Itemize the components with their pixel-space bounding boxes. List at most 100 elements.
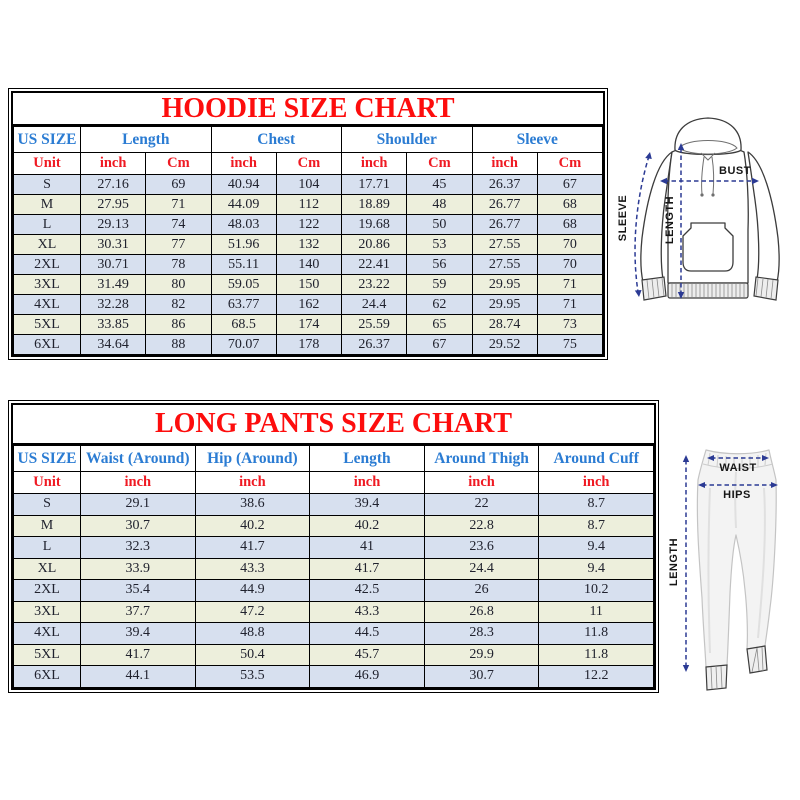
pants-cuff-ribs <box>710 646 764 690</box>
drawstring-tip <box>711 193 715 197</box>
value-cell: 68 <box>536 194 604 215</box>
value-cell: 73 <box>536 314 604 335</box>
pants-col-length: Length <box>309 445 425 472</box>
value-cell: 43.3 <box>309 600 425 623</box>
size-cell: L <box>13 536 81 559</box>
value-cell: 9.4 <box>538 536 654 559</box>
size-cell: 2XL <box>13 579 81 602</box>
table-row: M 30.7 40.2 40.2 22.8 8.7 <box>13 514 654 537</box>
value-cell: 44.5 <box>309 622 425 645</box>
hoodie-col-length: Length <box>80 126 212 153</box>
value-cell: 104 <box>275 174 343 195</box>
value-cell: 59 <box>406 274 473 295</box>
value-cell: 63.77 <box>210 294 277 315</box>
value-cell: 11.8 <box>538 643 654 666</box>
value-cell: 46.9 <box>309 665 425 688</box>
pants-waistband-ribs <box>707 452 767 469</box>
hips-label: HIPS <box>723 489 751 501</box>
value-cell: 53 <box>406 234 473 255</box>
hoodie-col-shoulder: Shoulder <box>341 126 473 153</box>
table-row: 2XL 35.4 44.9 42.5 26 10.2 <box>13 579 654 602</box>
value-cell: 62 <box>406 294 473 315</box>
bust-arrowhead-right <box>752 177 759 185</box>
value-cell: 71 <box>536 294 604 315</box>
value-cell: 75 <box>536 334 604 355</box>
waist-arrowhead-left <box>707 455 714 461</box>
sleeve-arrowhead-bottom <box>634 290 642 297</box>
bust-label: BUST <box>719 165 751 177</box>
value-cell: 43.3 <box>194 557 311 580</box>
value-cell: 44.1 <box>80 665 196 688</box>
value-cell: 132 <box>275 234 343 255</box>
size-cell: 4XL <box>13 622 81 645</box>
value-cell: 31.49 <box>79 274 147 295</box>
table-row: 6XL 44.1 53.5 46.9 30.7 12.2 <box>13 665 654 688</box>
value-cell: 26.77 <box>471 194 538 215</box>
value-cell: 22.41 <box>340 254 408 275</box>
value-cell: 29.1 <box>80 493 196 516</box>
value-cell: 48.8 <box>194 622 311 645</box>
value-cell: 27.55 <box>471 234 538 255</box>
unit-cell: inch <box>471 152 538 175</box>
value-cell: 45.7 <box>309 643 425 666</box>
pants-length-arrowhead-bottom <box>682 665 690 672</box>
table-row: 5XL 41.7 50.4 45.7 29.9 11.8 <box>13 643 654 666</box>
unit-cell: inch <box>340 152 408 175</box>
pants-shading <box>707 471 766 654</box>
value-cell: 48 <box>406 194 473 215</box>
hoodie-cuff-ribs <box>646 277 774 300</box>
pants-waistband <box>702 463 774 469</box>
pants-outline <box>696 449 777 668</box>
value-cell: 41.7 <box>80 643 196 666</box>
size-cell: 3XL <box>13 274 81 295</box>
size-cell: 3XL <box>13 600 81 623</box>
hoodie-left-cuff <box>641 276 667 301</box>
value-cell: 55.11 <box>210 254 277 275</box>
hoodie-unit-row: Unit inch Cm inch Cm inch Cm inch Cm <box>13 152 604 175</box>
sleeve-arrowhead-top <box>645 152 652 159</box>
table-row: S 29.1 38.6 39.4 22 8.7 <box>13 493 654 516</box>
value-cell: 29.52 <box>471 334 538 355</box>
pants-col-cuff: Around Cuff <box>538 445 654 472</box>
value-cell: 32.28 <box>79 294 147 315</box>
value-cell: 24.4 <box>423 557 540 580</box>
value-cell: 50.4 <box>194 643 311 666</box>
value-cell: 67 <box>406 334 473 355</box>
value-cell: 11.8 <box>538 622 654 645</box>
size-cell: XL <box>13 234 81 255</box>
sleeve-arrow <box>634 155 650 293</box>
unit-cell: inch <box>79 152 147 175</box>
value-cell: 26 <box>423 579 540 602</box>
unit-cell: inch <box>538 471 654 494</box>
value-cell: 29.13 <box>79 214 147 235</box>
value-cell: 23.6 <box>423 536 540 559</box>
hips-arrowhead-left <box>698 482 705 488</box>
value-cell: 70 <box>536 254 604 275</box>
size-cell: S <box>13 174 81 195</box>
hoodie-col-sleeve: Sleeve <box>471 126 603 153</box>
value-cell: 33.85 <box>79 314 147 335</box>
bust-arrowhead-left <box>660 177 667 185</box>
unit-cell: inch <box>194 471 311 494</box>
value-cell: 162 <box>275 294 343 315</box>
drawstring-tip <box>700 193 704 197</box>
value-cell: 29.9 <box>423 643 540 666</box>
unit-cell: inch <box>210 152 277 175</box>
unit-cell: Cm <box>145 152 212 175</box>
hoodie-left-sleeve <box>640 151 673 283</box>
hoodie-chart-title: HOODIE SIZE CHART <box>13 93 603 126</box>
value-cell: 28.74 <box>471 314 538 335</box>
unit-cell: inch <box>309 471 425 494</box>
value-cell: 17.71 <box>340 174 408 195</box>
pants-col-us-size: US SIZE <box>13 445 81 472</box>
value-cell: 40.2 <box>309 514 425 537</box>
pants-unit-row: Unit inch inch inch inch inch <box>13 471 654 494</box>
size-cell: S <box>13 493 81 516</box>
value-cell: 44.9 <box>194 579 311 602</box>
table-row: XL 30.31 77 51.96 132 20.86 53 27.55 70 <box>13 234 604 255</box>
pants-col-waist: Waist (Around) <box>80 445 196 472</box>
value-cell: 10.2 <box>538 579 654 602</box>
value-cell: 68.5 <box>210 314 277 335</box>
size-cell: 5XL <box>13 643 81 666</box>
value-cell: 40.94 <box>210 174 277 195</box>
